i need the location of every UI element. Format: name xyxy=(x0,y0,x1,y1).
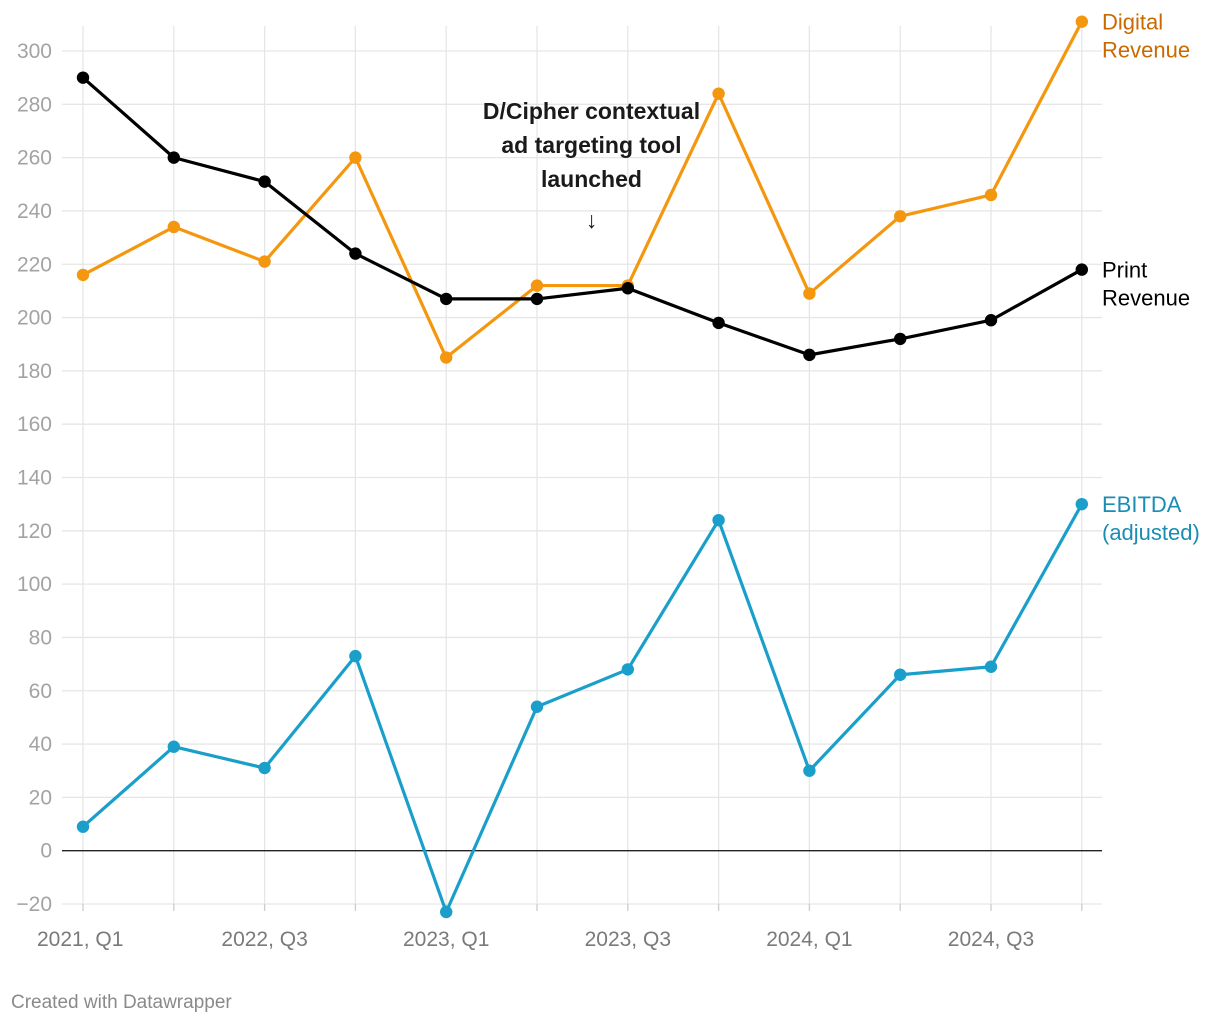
data-point xyxy=(894,668,907,681)
y-tick-label: 120 xyxy=(17,520,52,543)
series-label-line: (adjusted) xyxy=(1102,520,1200,545)
y-tick-label: 200 xyxy=(17,307,52,330)
data-point xyxy=(167,740,180,753)
data-point xyxy=(530,700,544,713)
x-tick-label: 2023, Q1 xyxy=(403,928,489,951)
data-point xyxy=(76,71,90,84)
series-line xyxy=(81,76,1083,357)
data-point xyxy=(349,151,362,164)
x-tick-label: 2023, Q3 xyxy=(585,928,671,951)
y-tick-label: 280 xyxy=(17,93,52,116)
series-lines xyxy=(76,15,1089,919)
y-tick-label: 60 xyxy=(29,680,52,703)
y-tick-label: 80 xyxy=(29,626,52,649)
data-point xyxy=(167,220,180,234)
data-point xyxy=(894,210,907,223)
y-tick-label: 300 xyxy=(17,40,52,63)
data-point xyxy=(712,513,725,527)
data-point xyxy=(349,247,362,260)
y-tick-label: 180 xyxy=(17,360,52,383)
data-point xyxy=(712,87,725,100)
data-point xyxy=(258,175,271,188)
data-point xyxy=(803,348,816,362)
series-label-line: EBITDA xyxy=(1102,492,1182,517)
data-point xyxy=(984,188,998,202)
y-tick-label: 40 xyxy=(29,733,52,756)
data-point xyxy=(1075,497,1089,511)
y-tick-label: 0 xyxy=(40,840,52,863)
series-label-line: Print xyxy=(1102,258,1147,283)
y-tick-label: 100 xyxy=(17,573,52,596)
series-labels: Digital Revenue Print Revenue EBITDA (adjuste… xyxy=(1102,10,1200,545)
data-point xyxy=(984,660,998,673)
grid-lines xyxy=(62,26,1102,911)
data-point xyxy=(621,282,634,295)
axis-labels: −20 0 20 40 60 80 100 120 140 160 180 200 220 240 260 2… xyxy=(16,40,1034,951)
data-point xyxy=(530,292,544,306)
data-point xyxy=(530,279,544,292)
x-tick-label: 2021, Q1 xyxy=(37,928,123,951)
data-point xyxy=(712,316,725,330)
series-label-line: Digital xyxy=(1102,10,1163,35)
data-point xyxy=(76,268,90,282)
annotation-text: D/Cipher contextual ad targeting tool laun… xyxy=(483,98,700,192)
data-point xyxy=(803,764,816,777)
annotation: D/Cipher contextual ad targeting tool laun… xyxy=(483,98,700,233)
series-label: Digital Revenue xyxy=(1102,10,1190,63)
data-point xyxy=(440,351,453,364)
data-point xyxy=(258,255,271,268)
data-point xyxy=(167,151,180,164)
y-tick-label: 260 xyxy=(17,147,52,170)
x-tick-label: 2024, Q3 xyxy=(948,928,1034,951)
data-point xyxy=(258,761,271,775)
series-2 xyxy=(76,497,1089,919)
data-point xyxy=(349,649,362,663)
series-0 xyxy=(76,15,1089,364)
y-tick-label: 140 xyxy=(17,467,52,490)
series-label: Print Revenue xyxy=(1102,258,1190,311)
y-tick-label: 160 xyxy=(17,413,52,436)
y-tick-label: 20 xyxy=(29,786,52,809)
y-tick-label: −20 xyxy=(16,893,52,916)
data-point xyxy=(894,332,907,346)
data-point xyxy=(1075,15,1089,28)
data-point xyxy=(440,905,453,919)
annotation-line: D/Cipher contextual xyxy=(483,98,700,124)
y-tick-label: 240 xyxy=(17,200,52,223)
data-point xyxy=(440,292,453,306)
series-1 xyxy=(76,71,1089,362)
data-point xyxy=(76,820,90,833)
series-line xyxy=(82,20,1084,360)
annotation-arrow: ↓ xyxy=(586,207,598,233)
annotation-line: ad targeting tool xyxy=(501,132,681,158)
series-label-line: Revenue xyxy=(1102,286,1190,311)
series-label-line: Revenue xyxy=(1102,38,1190,63)
annotation-line: launched xyxy=(541,166,642,192)
data-point xyxy=(984,314,998,327)
series-line xyxy=(81,503,1084,914)
data-point xyxy=(803,287,816,300)
data-point xyxy=(621,663,634,676)
y-tick-label: 220 xyxy=(17,253,52,276)
x-tick-label: 2022, Q3 xyxy=(221,928,307,951)
data-point xyxy=(1075,263,1089,276)
x-tick-label: 2024, Q1 xyxy=(766,928,852,951)
series-label: EBITDA (adjusted) xyxy=(1102,492,1200,545)
footer-credit: Created with Datawrapper xyxy=(11,992,232,1013)
